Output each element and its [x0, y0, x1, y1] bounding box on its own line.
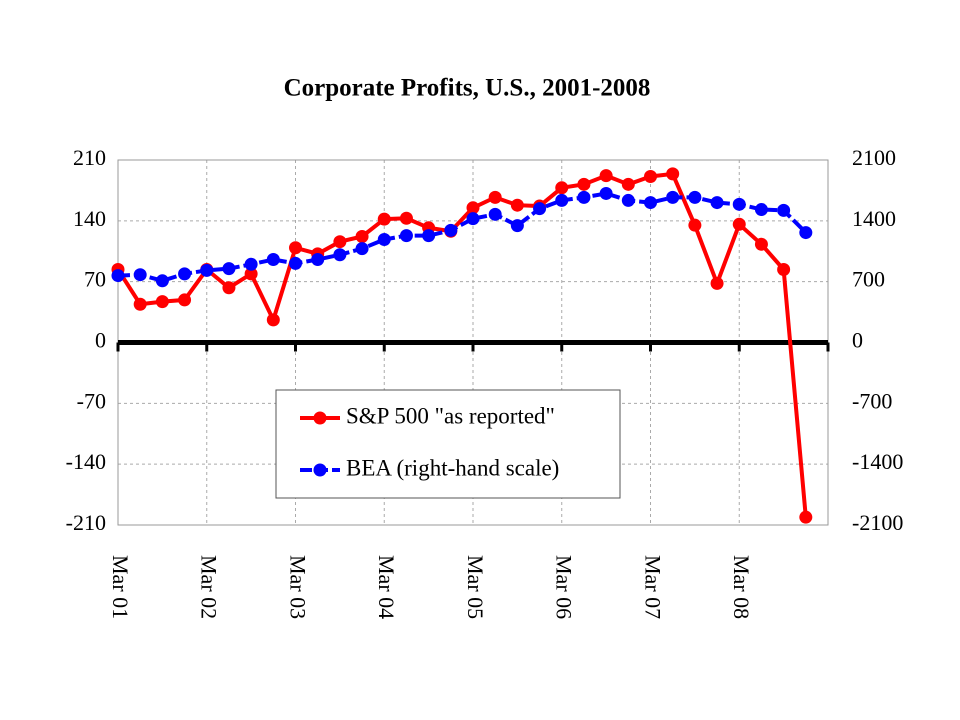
data-point — [599, 169, 613, 183]
y2-tick-label: 2100 — [852, 145, 896, 170]
data-point — [244, 257, 258, 271]
data-point — [754, 237, 768, 251]
y2-tick-label: -700 — [852, 388, 892, 413]
data-point — [466, 212, 480, 226]
data-point — [155, 295, 169, 309]
data-point — [155, 274, 169, 288]
data-point — [266, 253, 280, 267]
y2-tick-label: 0 — [852, 328, 863, 353]
data-point — [488, 207, 502, 221]
data-point — [466, 201, 480, 215]
y-tick-label: -70 — [77, 388, 106, 413]
data-point — [311, 253, 325, 267]
data-point — [732, 217, 746, 231]
x-tick-label: Mar 07 — [640, 555, 665, 619]
data-point — [289, 241, 302, 255]
data-point — [732, 197, 746, 211]
data-point — [333, 235, 347, 249]
y-tick-label: 210 — [73, 145, 106, 170]
y-tick-label: -140 — [66, 449, 106, 474]
data-point — [244, 267, 258, 281]
data-point — [422, 229, 436, 243]
y2-tick-label: -1400 — [852, 449, 903, 474]
data-point — [178, 267, 192, 281]
data-point — [488, 190, 502, 204]
x-tick-label: Mar 05 — [463, 555, 488, 619]
data-point — [644, 170, 657, 184]
y-tick-label: 140 — [73, 206, 106, 231]
data-point — [533, 202, 547, 216]
data-point — [666, 167, 680, 181]
y-tick-label: -210 — [66, 510, 106, 535]
x-tick-label: Mar 06 — [552, 555, 577, 619]
x-tick-label: Mar 08 — [729, 555, 754, 619]
data-point — [688, 218, 702, 232]
data-point — [377, 212, 391, 226]
data-point — [799, 226, 813, 240]
legend-label: BEA (right-hand scale) — [346, 455, 559, 480]
data-point — [777, 203, 791, 217]
chart-title: Corporate Profits, U.S., 2001-2008 — [284, 75, 651, 102]
data-point — [710, 196, 724, 210]
data-point — [178, 293, 192, 307]
data-point — [377, 233, 391, 247]
legend-marker — [313, 411, 327, 425]
data-point — [266, 313, 280, 327]
data-point — [577, 177, 591, 191]
data-point — [510, 219, 524, 233]
data-point — [754, 203, 768, 217]
series-line — [117, 191, 808, 283]
data-point — [399, 229, 413, 243]
data-point — [399, 211, 413, 225]
data-point — [666, 190, 680, 204]
data-point — [355, 229, 369, 243]
data-point — [688, 190, 702, 204]
data-point — [111, 269, 125, 283]
data-point — [621, 193, 635, 207]
legend-marker — [313, 463, 327, 477]
data-point — [133, 297, 147, 311]
x-tick-label: Mar 04 — [374, 555, 399, 619]
data-point — [577, 190, 591, 204]
x-tick-label: Mar 03 — [285, 555, 310, 619]
data-point — [710, 276, 724, 290]
y-tick-label: 70 — [84, 267, 106, 292]
x-tick-label: Mar 01 — [108, 555, 133, 619]
x-tick-label: Mar 02 — [197, 555, 222, 619]
data-point — [644, 196, 657, 210]
data-point — [222, 281, 236, 295]
data-point — [200, 263, 214, 277]
data-point — [333, 248, 347, 262]
data-point — [555, 181, 569, 195]
data-point — [555, 193, 569, 207]
y2-tick-label: 700 — [852, 267, 885, 292]
data-point — [510, 198, 524, 212]
legend: S&P 500 "as reported" BEA (right-hand sca… — [300, 403, 559, 480]
data-point — [777, 263, 791, 276]
data-point — [444, 223, 458, 237]
data-point — [355, 242, 369, 256]
y2-tick-label: -2100 — [852, 510, 903, 535]
data-point — [133, 268, 147, 282]
data-point — [621, 177, 635, 191]
data-point — [799, 510, 813, 524]
y-tick-label: 0 — [95, 328, 106, 353]
marks — [111, 167, 830, 524]
data-point — [599, 186, 613, 200]
data-point — [289, 256, 302, 270]
legend-label: S&P 500 "as reported" — [346, 403, 555, 428]
data-point — [222, 262, 236, 276]
legend-box — [275, 389, 621, 499]
y2-tick-label: 1400 — [852, 206, 896, 231]
